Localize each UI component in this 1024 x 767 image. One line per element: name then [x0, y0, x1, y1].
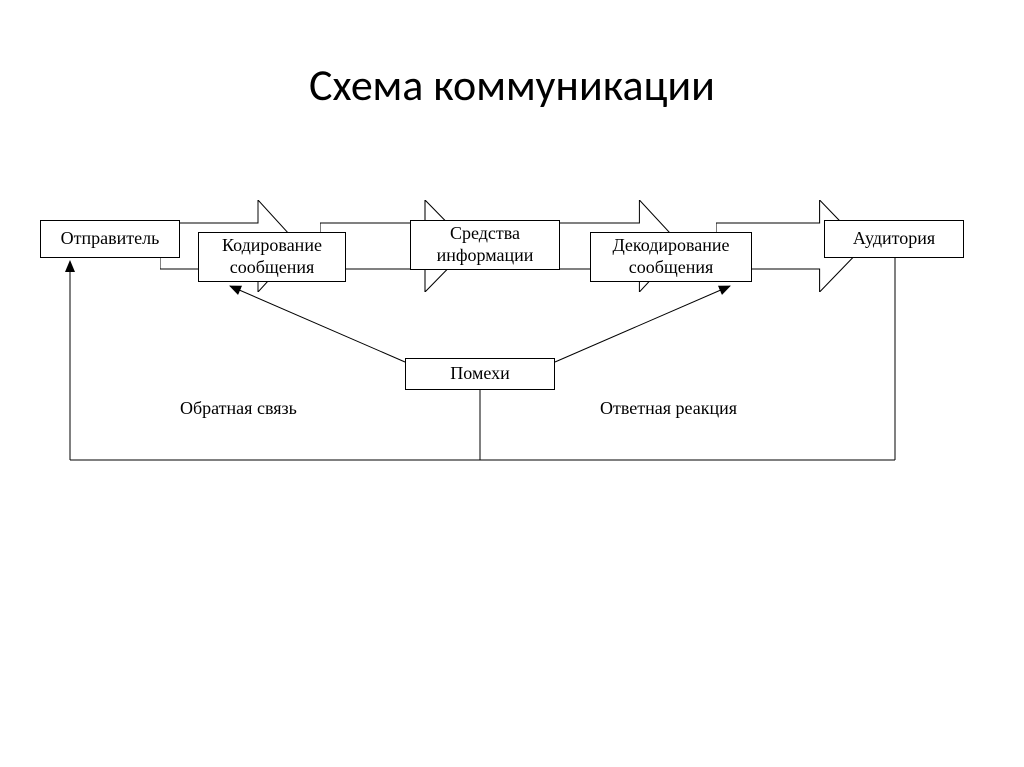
label-feedback: Обратная связь: [180, 398, 297, 419]
box-decoding: Декодированиесообщения: [590, 232, 752, 282]
box-encoding: Кодированиесообщения: [198, 232, 346, 282]
box-noise: Помехи: [405, 358, 555, 390]
box-sender: Отправитель: [40, 220, 180, 258]
box-media: Средстваинформации: [410, 220, 560, 270]
page-title: Схема коммуникации: [0, 58, 1024, 112]
diagram-canvas: Отправитель Кодированиесообщения Средств…: [40, 220, 984, 540]
label-response: Ответная реакция: [600, 398, 737, 419]
box-audience: Аудитория: [824, 220, 964, 258]
